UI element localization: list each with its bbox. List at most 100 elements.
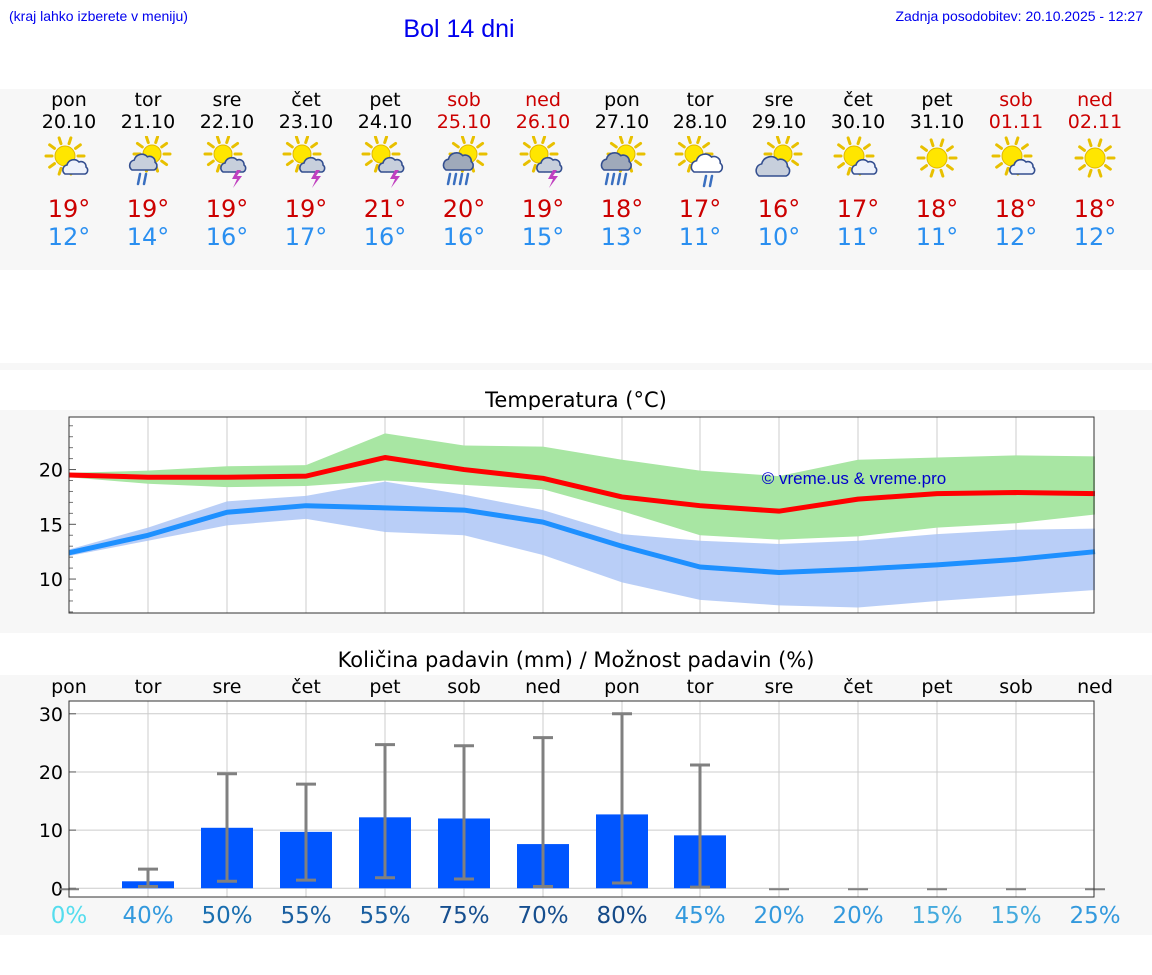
precip-probability: 25% [1069, 903, 1121, 929]
day-name: čet [291, 89, 321, 111]
day-date: 26.10 [515, 111, 571, 133]
sun-cloud-heavy-rain-icon [582, 133, 662, 191]
max-temp: 18° [915, 195, 959, 223]
sun-icon [897, 133, 977, 191]
sun-big-cloud-icon [739, 133, 819, 191]
day-date: 02.11 [1067, 111, 1123, 133]
day-name: sre [764, 89, 794, 111]
sun-cloud-thunder-icon [345, 133, 425, 191]
max-temp: 18° [600, 195, 644, 223]
max-temp: 16° [757, 195, 801, 223]
day-column: sre 29.10 16° 10° [739, 89, 819, 251]
day-name: tor [686, 89, 714, 111]
day-date: 21.10 [120, 111, 176, 133]
max-temp: 20° [442, 195, 486, 223]
day-column: čet 30.10 17° 11° [818, 89, 898, 251]
day-name: pon [51, 89, 87, 111]
plot-frame [68, 700, 1095, 898]
max-temp: 19° [205, 195, 249, 223]
min-temp: 11° [836, 223, 880, 251]
sun-cloud-thunder-icon [503, 133, 583, 191]
day-date: 01.11 [988, 111, 1044, 133]
day-name: tor [134, 89, 162, 111]
day-name: ned [1077, 89, 1113, 111]
day-label: tor [687, 676, 714, 698]
day-name: sob [999, 89, 1033, 111]
day-name: sre [212, 89, 242, 111]
day-label: čet [291, 676, 321, 698]
sun-cloud-thunder-icon [266, 133, 346, 191]
day-column: sob 01.11 18° 12° [976, 89, 1056, 251]
day-label: pon [604, 676, 640, 698]
precip-probability: 0% [50, 903, 88, 929]
precip-probability: 15% [911, 903, 963, 929]
day-column: pon 27.10 18° 13° [582, 89, 662, 251]
precip-probability: 80% [596, 903, 648, 929]
max-temp: 21° [363, 195, 407, 223]
precip-probability: 55% [280, 903, 332, 929]
max-temp: 17° [836, 195, 880, 223]
max-temp: 18° [1073, 195, 1117, 223]
min-temp: 10° [757, 223, 801, 251]
min-temp: 13° [600, 223, 644, 251]
separator-band [0, 363, 1152, 370]
day-label: ned [525, 676, 561, 698]
min-temp: 12° [994, 223, 1038, 251]
y-tick-label: 20 [39, 762, 63, 784]
precip-probability: 50% [201, 903, 253, 929]
day-column: čet 23.10 19° 17° [266, 89, 346, 251]
day-column: tor 28.10 17° 11° [660, 89, 740, 251]
max-temp: 19° [47, 195, 91, 223]
day-name: ned [525, 89, 561, 111]
temperature-chart-title: Temperatura (°C) [485, 388, 667, 412]
day-column: pet 24.10 21° 16° [345, 89, 425, 251]
max-temp: 19° [521, 195, 565, 223]
last-update-text: Zadnja posodobitev: 20.10.2025 - 12:27 [895, 8, 1143, 24]
precip-probability: 15% [990, 903, 1042, 929]
day-column: tor 21.10 19° 14° [108, 89, 188, 251]
day-column: pet 31.10 18° 11° [897, 89, 977, 251]
sun-cloud-rain-icon [108, 133, 188, 191]
y-tick-label: 10 [39, 820, 63, 842]
max-temp: 17° [678, 195, 722, 223]
day-date: 28.10 [672, 111, 728, 133]
day-name: pon [604, 89, 640, 111]
precip-probability: 45% [674, 903, 726, 929]
day-name: sob [447, 89, 481, 111]
sun-icon [1055, 133, 1135, 191]
watermark: © vreme.us & vreme.pro [762, 469, 946, 488]
menu-hint-link[interactable]: (kraj lahko izberete v meniju) [9, 8, 188, 24]
day-date: 30.10 [830, 111, 886, 133]
day-date: 24.10 [357, 111, 413, 133]
day-column: pon 20.10 19° 12° [29, 89, 109, 251]
precip-probability: 40% [122, 903, 174, 929]
day-date: 22.10 [199, 111, 255, 133]
sun-cloud-icon [29, 133, 109, 191]
precipitation-chart: pon tor sre čet pet sob ned pon tor sre čet pet sob n… [39, 676, 1113, 900]
min-temp: 12° [47, 223, 91, 251]
forecast-band [0, 89, 1152, 270]
precip-probability: 70% [517, 903, 569, 929]
min-temp: 17° [284, 223, 328, 251]
day-label: sob [447, 676, 481, 698]
min-temp: 11° [678, 223, 722, 251]
day-label: tor [135, 676, 162, 698]
precip-probability: 20% [832, 903, 884, 929]
plot-frame [68, 416, 1095, 614]
y-tick-label: 15 [39, 514, 63, 536]
max-temp-line [68, 455, 1096, 514]
precip-probability: 75% [438, 903, 490, 929]
y-tick-label: 20 [39, 460, 63, 482]
sun-cloud-icon [976, 133, 1056, 191]
max-temp: 18° [994, 195, 1038, 223]
day-date: 31.10 [909, 111, 965, 133]
day-label: ned [1077, 676, 1113, 698]
sun-big-cloud-rain-icon [660, 133, 740, 191]
max-temp: 19° [126, 195, 170, 223]
y-tick-label: 30 [39, 704, 63, 726]
sun-cloud-heavy-rain-icon [424, 133, 504, 191]
day-label: pet [921, 676, 952, 698]
day-name: pet [921, 89, 953, 111]
day-column: sre 22.10 19° 16° [187, 89, 267, 251]
day-name: čet [843, 89, 873, 111]
